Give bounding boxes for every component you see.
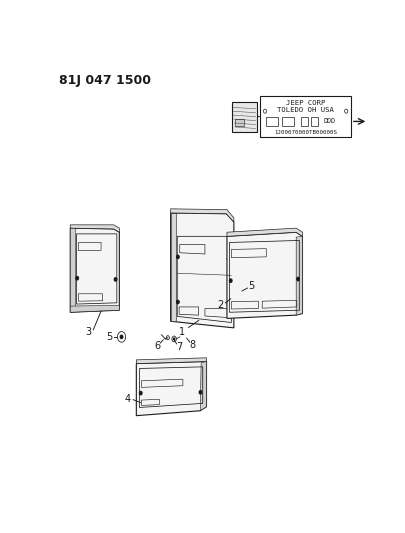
Circle shape: [139, 391, 142, 395]
Polygon shape: [226, 228, 302, 236]
Circle shape: [176, 255, 179, 259]
Polygon shape: [70, 228, 75, 312]
Text: 1J00070000TB00000S: 1J00070000TB00000S: [273, 130, 336, 135]
Text: 3: 3: [85, 327, 91, 337]
Polygon shape: [170, 209, 233, 222]
Bar: [300, 117, 307, 126]
Text: 5: 5: [106, 332, 112, 342]
Circle shape: [173, 338, 174, 340]
Text: DDD: DDD: [322, 118, 335, 124]
Text: 1: 1: [179, 327, 185, 336]
Circle shape: [227, 302, 229, 306]
Text: 81J 047 1500: 81J 047 1500: [58, 74, 150, 87]
Polygon shape: [170, 213, 175, 321]
Polygon shape: [170, 213, 233, 328]
Circle shape: [176, 301, 179, 304]
Polygon shape: [70, 305, 119, 312]
Text: TOLEDO OH USA: TOLEDO OH USA: [277, 107, 333, 113]
Polygon shape: [200, 361, 206, 411]
Bar: [281, 117, 293, 126]
Text: 7: 7: [176, 342, 182, 352]
Polygon shape: [296, 236, 302, 315]
Polygon shape: [70, 228, 119, 312]
Text: JEEP CORP: JEEP CORP: [285, 100, 324, 106]
Polygon shape: [136, 358, 206, 364]
Circle shape: [76, 277, 78, 280]
Text: 8: 8: [189, 340, 195, 350]
Text: 5: 5: [248, 281, 254, 292]
Circle shape: [227, 257, 229, 261]
Polygon shape: [226, 232, 302, 318]
Text: 6: 6: [154, 341, 160, 351]
Text: 2: 2: [217, 300, 223, 310]
Circle shape: [296, 277, 298, 281]
Text: 4: 4: [124, 394, 130, 404]
Circle shape: [229, 279, 231, 282]
Bar: [265, 117, 277, 126]
Circle shape: [114, 278, 117, 281]
Bar: [311, 117, 318, 126]
Bar: [235, 119, 244, 126]
Polygon shape: [70, 225, 119, 232]
Polygon shape: [136, 361, 206, 416]
Bar: [260, 96, 350, 137]
Bar: [231, 102, 256, 133]
Circle shape: [199, 391, 201, 394]
Circle shape: [120, 335, 122, 338]
